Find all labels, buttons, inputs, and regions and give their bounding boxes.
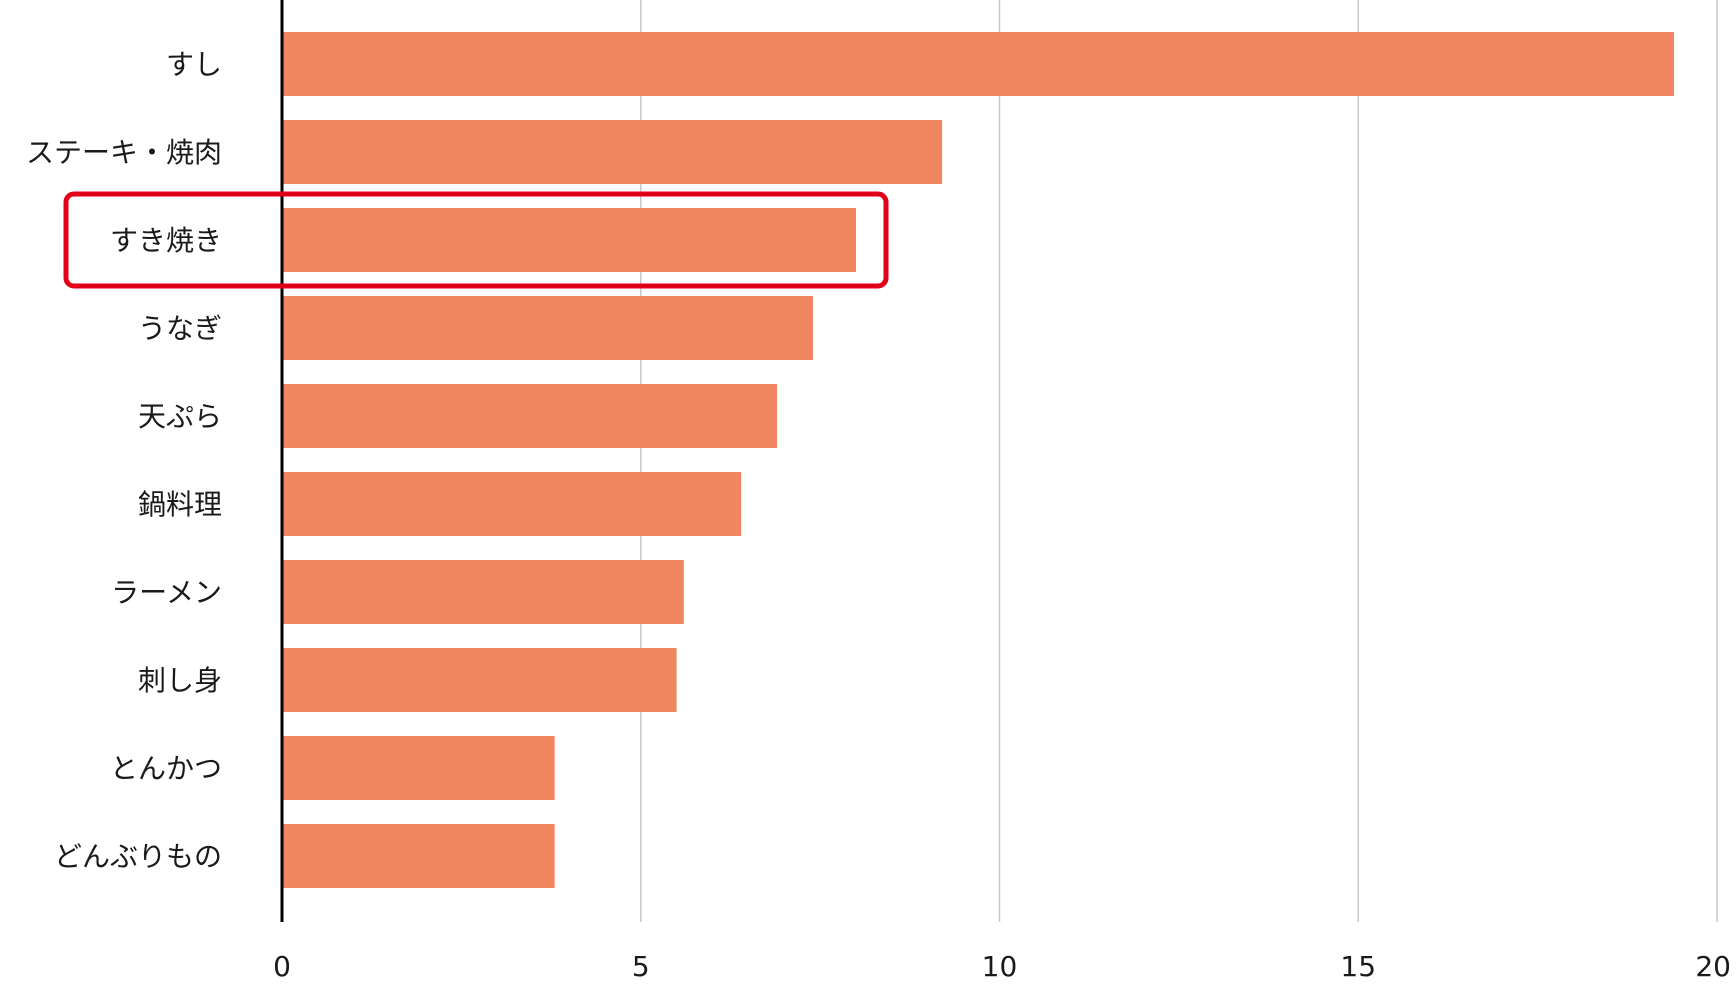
bar (283, 32, 1674, 96)
category-label: ラーメン (111, 576, 222, 609)
bars (283, 32, 1674, 888)
bar (283, 824, 555, 888)
x-tick-label: 15 (1340, 950, 1376, 983)
bar (283, 296, 813, 360)
x-tick-label: 10 (982, 950, 1018, 983)
category-label: ステーキ・焼肉 (26, 136, 222, 169)
category-label: 刺し身 (138, 664, 222, 697)
category-label: 天ぷら (138, 400, 222, 433)
category-label: うなぎ (138, 312, 222, 345)
category-label: すし (166, 48, 222, 81)
category-label: とんかつ (110, 752, 222, 785)
bar (283, 648, 677, 712)
bar (283, 560, 684, 624)
x-tick-label: 20 (1695, 950, 1731, 983)
bar (283, 208, 856, 272)
highlight-box (63, 191, 889, 289)
grid-lines (640, 0, 1718, 922)
x-tick-label: 5 (632, 950, 650, 983)
x-tick-labels: 0 5 10 15 20 (273, 950, 1731, 983)
category-label: すき焼き (110, 224, 222, 257)
category-label: どんぶりもの (54, 840, 222, 873)
bar (283, 120, 943, 184)
bar (283, 736, 555, 800)
bar (283, 384, 778, 448)
category-label: 鍋料理 (138, 488, 222, 521)
bar (283, 472, 742, 536)
x-tick-label: 0 (273, 950, 291, 983)
